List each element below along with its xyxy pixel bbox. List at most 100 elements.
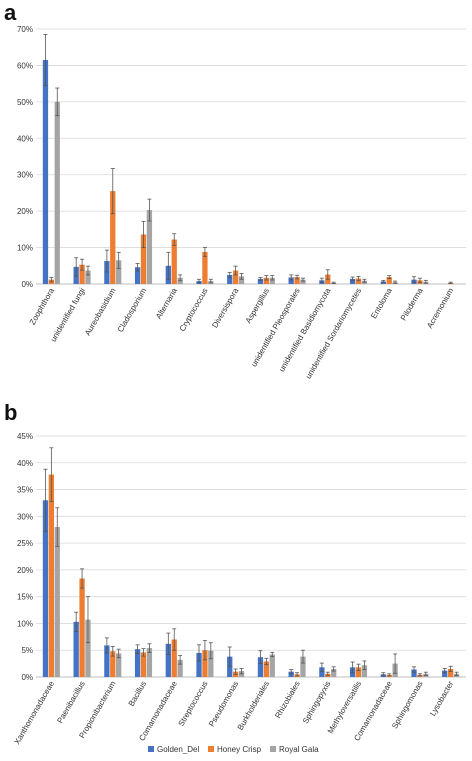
bar <box>110 651 116 677</box>
bar <box>146 210 153 284</box>
bar <box>331 668 337 677</box>
bar <box>442 670 448 677</box>
bar <box>110 191 116 284</box>
bar <box>269 654 275 677</box>
y-tick-label: 40% <box>17 459 33 468</box>
x-tick-label: Cryptococcus <box>178 287 210 333</box>
chart-panel-b: b 0% 5% 10% 15% 20% 25% 30% 35% 40% 45% Xanthomonad… <box>4 400 466 746</box>
legend: Golden_Del Honey Crisp Royal Gala <box>148 745 319 754</box>
bar <box>104 261 110 284</box>
legend-label: Royal Gala <box>279 745 319 754</box>
y-tick-label: 10% <box>17 244 33 253</box>
x-tick-label: Methyloversatilis <box>326 680 363 736</box>
bar <box>104 645 110 677</box>
bar <box>140 652 147 677</box>
bar <box>54 527 60 677</box>
y-tick-label: 15% <box>17 593 33 602</box>
bar <box>85 619 91 677</box>
x-tick-label: Burkholderiales <box>236 680 271 732</box>
bar <box>349 278 356 284</box>
bar <box>232 270 239 284</box>
bar <box>355 278 362 284</box>
y-tick-label: 5% <box>21 646 33 655</box>
x-tick-label: Streptococcus <box>177 680 210 728</box>
bar <box>238 276 245 284</box>
bar <box>48 474 55 677</box>
bar <box>257 657 264 677</box>
panel-label: b <box>4 400 17 425</box>
y-tick-label: 60% <box>17 61 33 70</box>
bar <box>171 239 177 284</box>
bar <box>79 578 85 677</box>
y-tick-label: 0% <box>21 280 33 289</box>
y-tick-label: 50% <box>17 98 33 107</box>
bar <box>196 652 202 677</box>
y-tick-label: 20% <box>17 566 33 575</box>
bar <box>134 267 141 284</box>
x-tick-label: Sphingopyxis <box>301 680 333 726</box>
bar <box>42 500 49 677</box>
panel-label: a <box>4 0 17 25</box>
y-tick-label: 45% <box>17 432 33 441</box>
chart-panel-a: a0%10%20%30%40%50%60%70%Zoophthorauniden… <box>4 0 466 380</box>
bar <box>263 277 270 284</box>
bar <box>294 277 300 284</box>
bar <box>257 278 264 284</box>
bar <box>355 667 362 677</box>
y-tick-label: 30% <box>17 171 33 180</box>
bar <box>288 671 294 677</box>
bar <box>73 621 79 677</box>
x-tick-label: Diversispora <box>210 286 240 329</box>
bar <box>300 279 306 284</box>
bar <box>227 274 233 284</box>
bar <box>319 667 325 677</box>
legend-label: Golden_Del <box>157 745 199 754</box>
x-tick-label: Acremonium <box>425 286 455 330</box>
y-tick-label: 30% <box>17 512 33 521</box>
x-tick-label: Piloderma <box>399 286 425 322</box>
bar <box>202 251 208 284</box>
bar <box>361 665 368 677</box>
bar <box>227 656 233 677</box>
x-tick-label: Alternaria <box>154 286 179 321</box>
x-tick-label: Bacillus <box>127 680 149 708</box>
legend-swatch <box>208 746 214 752</box>
x-tick-label: Rhizobiales <box>273 680 301 720</box>
bar <box>288 277 294 284</box>
x-tick-label: Cladosporium <box>116 286 149 334</box>
x-tick-label: Pseudomonas <box>207 680 240 729</box>
x-tick-label: unidentified Sordariomycetes <box>304 287 363 381</box>
x-tick-label: Paenibacillus <box>55 680 86 725</box>
bar <box>165 643 171 677</box>
x-tick-label: Sphingomonas <box>390 680 424 731</box>
bar <box>202 650 208 677</box>
y-tick-label: 70% <box>17 25 33 34</box>
y-tick-label: 25% <box>17 539 33 548</box>
x-tick-label: Zoophthora <box>28 286 57 326</box>
bar <box>171 639 177 677</box>
bar <box>386 277 392 284</box>
bar <box>79 264 85 284</box>
bar <box>54 101 60 284</box>
y-tick-label: 20% <box>17 207 33 216</box>
x-tick-label: unidentified fungi <box>49 286 87 343</box>
bar <box>269 277 275 284</box>
bar <box>300 656 306 677</box>
bar <box>177 659 183 677</box>
y-tick-label: 40% <box>17 134 33 143</box>
x-tick-label: Aureobasidium <box>83 286 118 337</box>
bar <box>411 669 417 677</box>
bar <box>447 668 454 677</box>
bar <box>146 648 153 677</box>
bar <box>42 59 49 284</box>
y-tick-label: 10% <box>17 619 33 628</box>
bar <box>208 650 214 677</box>
x-tick-label: Xanthomonadaceae <box>12 679 56 746</box>
legend-swatch <box>148 746 154 752</box>
legend-label: Honey Crisp <box>217 745 262 754</box>
legend-swatch <box>270 746 276 752</box>
bar <box>85 270 91 284</box>
x-tick-label: Entoloma <box>369 286 394 320</box>
bar <box>140 234 147 284</box>
bar <box>263 661 270 677</box>
